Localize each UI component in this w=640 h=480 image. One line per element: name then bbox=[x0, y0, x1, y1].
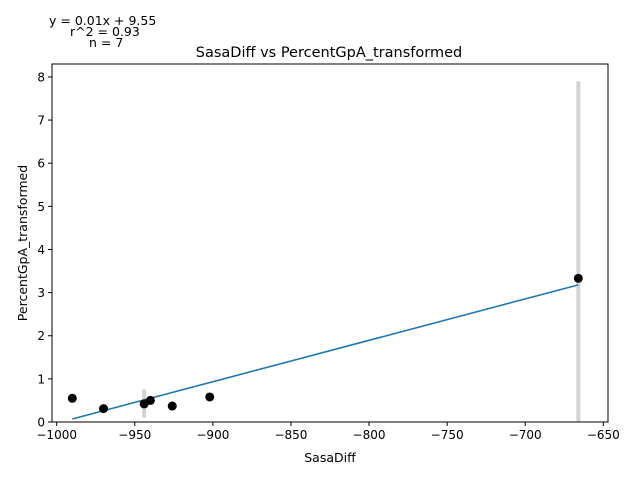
y-axis: 0 1 2 3 4 5 6 7 8 bbox=[37, 70, 52, 430]
equation-annotation: y = 0.01x + 9.55 bbox=[49, 13, 157, 28]
data-point-5 bbox=[205, 392, 215, 402]
y-tick-label-8: 8 bbox=[37, 70, 45, 84]
data-point-6 bbox=[573, 273, 583, 283]
y-tick-label-4: 4 bbox=[37, 243, 45, 257]
x-tick-label-4: −800 bbox=[353, 428, 386, 442]
y-tick-label-1: 1 bbox=[37, 372, 45, 386]
r-squared-annotation: r^2 = 0.93 bbox=[70, 24, 140, 39]
fit-line bbox=[72, 284, 579, 420]
plot-content bbox=[67, 81, 583, 422]
x-axis-label: SasaDiff bbox=[304, 450, 356, 465]
x-tick-label-7: −650 bbox=[587, 428, 620, 442]
y-tick-label-2: 2 bbox=[37, 329, 45, 343]
data-point-4 bbox=[167, 401, 177, 411]
data-point-3 bbox=[145, 395, 155, 405]
y-tick-label-7: 7 bbox=[37, 114, 45, 128]
n-annotation: n = 7 bbox=[89, 35, 124, 50]
x-tick-label-2: −900 bbox=[196, 428, 229, 442]
y-tick-label-5: 5 bbox=[37, 200, 45, 214]
x-tick-label-0: −1000 bbox=[36, 428, 77, 442]
x-tick-label-3: −850 bbox=[274, 428, 307, 442]
y-tick-label-0: 0 bbox=[37, 416, 45, 430]
chart-title: SasaDiff vs PercentGpA_transformed bbox=[196, 45, 462, 61]
y-tick-label-3: 3 bbox=[37, 286, 45, 300]
data-point-0 bbox=[67, 393, 77, 403]
y-axis-label: PercentGpA_transformed bbox=[15, 165, 30, 321]
plot-frame bbox=[51, 63, 609, 423]
y-tick-label-6: 6 bbox=[37, 157, 45, 171]
x-tick-label-1: −950 bbox=[118, 428, 151, 442]
data-point-1 bbox=[99, 404, 109, 414]
x-axis: −1000 −950 −900 −850 −800 −750 −700 −650 bbox=[36, 422, 620, 442]
x-tick-label-5: −750 bbox=[431, 428, 464, 442]
x-tick-label-6: −700 bbox=[509, 428, 542, 442]
